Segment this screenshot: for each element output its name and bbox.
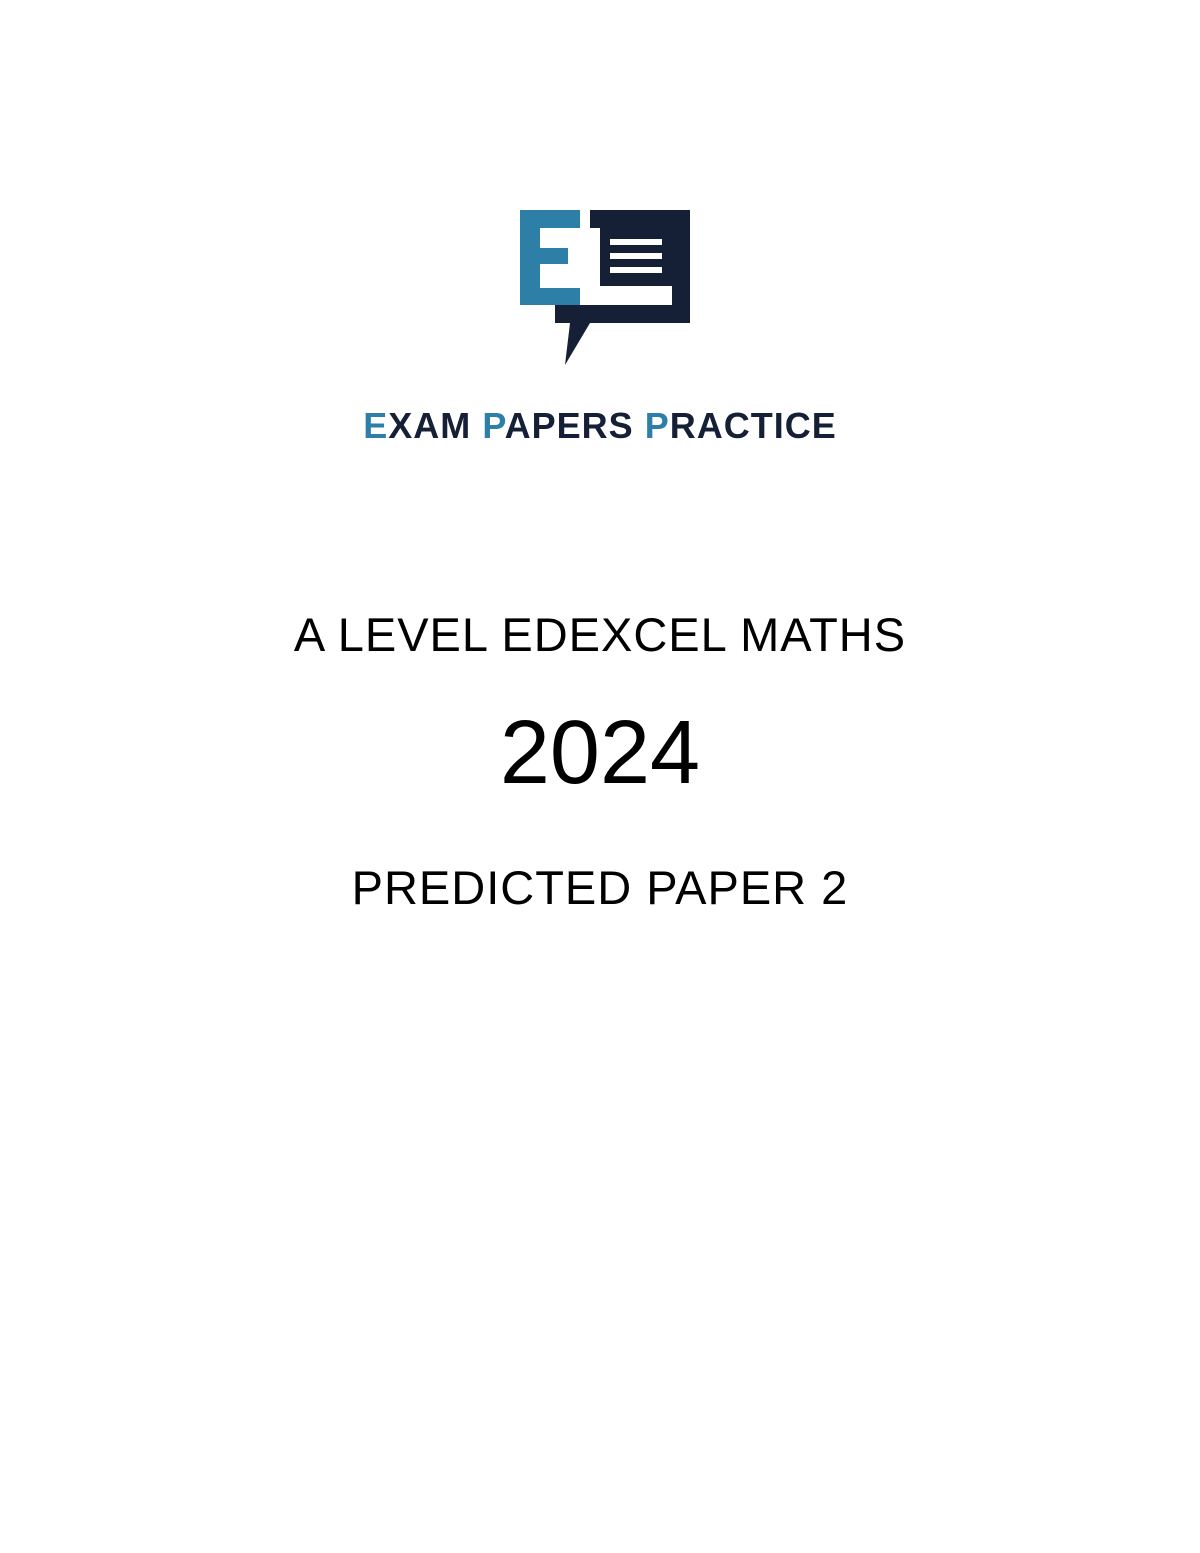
logo-graphic	[470, 200, 730, 380]
brand-word2-rest: APERS	[505, 405, 634, 446]
brand-word2-accent: P	[482, 405, 504, 446]
brand-word1-rest: XAM	[388, 405, 471, 446]
logo-container: EXAM PAPERS PRACTICE	[363, 200, 836, 447]
subject-title: A LEVEL EDEXCEL MATHS	[294, 607, 906, 662]
title-block: A LEVEL EDEXCEL MATHS 2024 PREDICTED PAP…	[294, 607, 906, 915]
brand-word3-accent: P	[645, 405, 670, 446]
brand-name: EXAM PAPERS PRACTICE	[363, 405, 836, 447]
brand-word3-rest: RACTICE	[670, 405, 837, 446]
year-title: 2024	[294, 702, 906, 805]
brand-word1-accent: E	[363, 405, 388, 446]
paper-title: PREDICTED PAPER 2	[294, 860, 906, 915]
